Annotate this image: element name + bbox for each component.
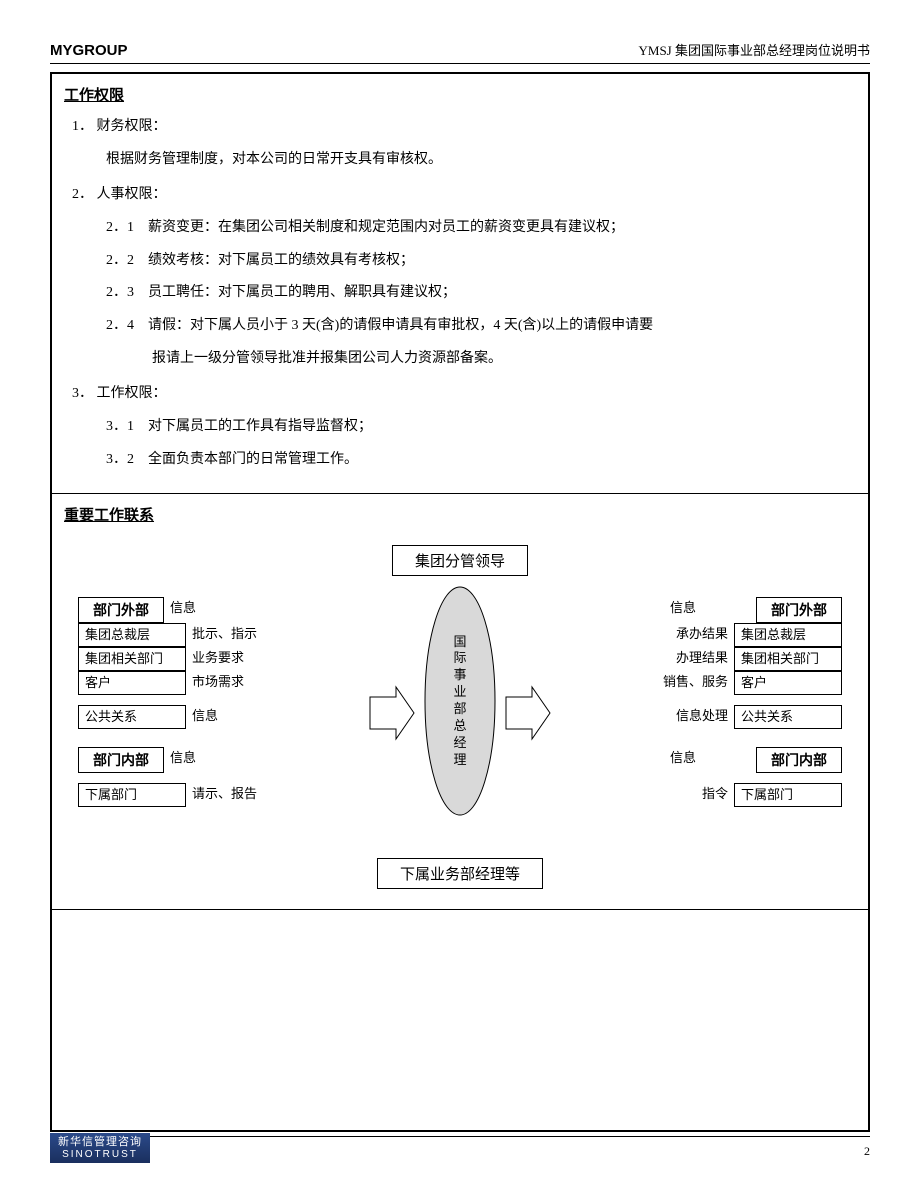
right-ext-head: 部门外部 xyxy=(756,597,842,623)
item-2-1: 2．1 薪资变更：在集团公司相关制度和规定范围内对员工的薪资变更具有建议权； xyxy=(106,215,856,242)
item-3-2: 3．2 全面负责本部门的日常管理工作。 xyxy=(106,447,856,474)
right-column: 信息 部门外部 承办结果集团总裁层 办理结果集团相关部门 销售、服务客户 信息处… xyxy=(602,597,842,807)
content-box: 工作权限 1． 财务权限： 根据财务管理制度，对本公司的日常开支具有审核权。 2… xyxy=(50,72,870,1132)
header-left: MYGROUP xyxy=(50,42,128,59)
header-right: YMSJ 集团国际事业部总经理岗位说明书 xyxy=(639,40,871,59)
left-column: 部门外部 信息 集团总裁层批示、指示 集团相关部门业务要求 客户市场需求 公共关… xyxy=(78,597,318,807)
item-3-1: 3．1 对下属员工的工作具有指导监督权； xyxy=(106,414,856,441)
center-ellipse: 国际事业部总经理 xyxy=(423,585,497,817)
footer: 新华信管理咨询 SINOTRUST 2 xyxy=(50,1133,870,1163)
item-3: 3． 工作权限： xyxy=(72,382,856,406)
left-ext-head-side: 信息 xyxy=(164,597,264,623)
item-2-4: 2．4 请假：对下属人员小于 3 天(含)的请假申请具有审批权，4 天(含)以上… xyxy=(106,313,856,340)
page-number: 2 xyxy=(864,1144,870,1159)
footer-logo: 新华信管理咨询 SINOTRUST xyxy=(50,1133,150,1163)
item-2-3: 2．3 员工聘任：对下属员工的聘用、解职具有建议权； xyxy=(106,280,856,307)
right-int-head: 部门内部 xyxy=(756,747,842,773)
left-int-head: 部门内部 xyxy=(78,747,164,773)
left-ext-head: 部门外部 xyxy=(78,597,164,623)
section-title: 工作权限 xyxy=(64,84,856,105)
section-authority: 工作权限 1． 财务权限： 根据财务管理制度，对本公司的日常开支具有审核权。 2… xyxy=(52,74,868,494)
arrow-right-icon xyxy=(504,685,552,741)
item-2: 2． 人事权限： xyxy=(72,183,856,207)
page: MYGROUP YMSJ 集团国际事业部总经理岗位说明书 工作权限 1． 财务权… xyxy=(0,0,920,1132)
page-header: MYGROUP YMSJ 集团国际事业部总经理岗位说明书 xyxy=(50,40,870,64)
section-contacts: 重要工作联系 集团分管领导 国际事业部总经理 xyxy=(52,494,868,910)
item-1: 1． 财务权限： xyxy=(72,115,856,139)
top-box: 集团分管领导 xyxy=(392,545,528,576)
center-text: 国际事业部总经理 xyxy=(423,585,497,817)
item-2-2: 2．2 绩效考核：对下属员工的绩效具有考核权； xyxy=(106,248,856,275)
item-2-4-cont: 报请上一级分管领导批准并报集团公司人力资源部备案。 xyxy=(152,346,856,373)
diagram: 集团分管领导 国际事业部总经理 xyxy=(64,533,856,903)
item-1-body: 根据财务管理制度，对本公司的日常开支具有审核权。 xyxy=(106,147,856,174)
bottom-box: 下属业务部经理等 xyxy=(377,858,543,889)
section2-title: 重要工作联系 xyxy=(64,504,856,525)
arrow-left-icon xyxy=(368,685,416,741)
spacer xyxy=(52,910,868,1130)
